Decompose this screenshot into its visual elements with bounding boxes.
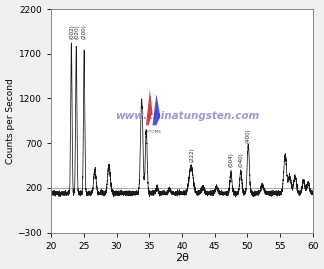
X-axis label: 2θ: 2θ [175,253,189,263]
Text: www.chinatungsten.com: www.chinatungsten.com [115,111,259,121]
Text: (222): (222) [189,147,194,162]
Text: CTOMS: CTOMS [146,130,161,134]
Polygon shape [153,94,160,125]
Polygon shape [146,90,153,125]
Y-axis label: Counts per Second: Counts per Second [6,78,15,164]
Text: (200): (200) [82,24,87,38]
Text: (002): (002) [69,24,74,38]
Text: (004): (004) [229,153,234,167]
Text: (040): (040) [238,153,244,167]
Text: (020): (020) [74,24,79,38]
Text: (400): (400) [246,129,251,143]
